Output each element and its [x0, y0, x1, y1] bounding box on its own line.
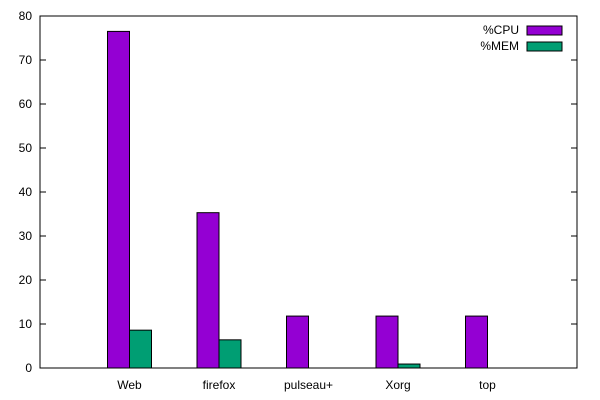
y-tick-label: 70 [19, 53, 33, 67]
x-axis: Web firefox pulseau+ Xorg top [117, 362, 496, 392]
x-tick-label: Xorg [385, 378, 410, 392]
bars [107, 30, 488, 369]
y-tick-label: 60 [19, 97, 33, 111]
bar-mem-1 [218, 339, 242, 369]
bar-cpu-1 [196, 212, 220, 369]
x-tick-label: pulseau+ [284, 378, 333, 392]
bar-cpu-2 [286, 315, 309, 369]
legend-swatch [526, 25, 563, 36]
x-tick-label: Web [117, 378, 142, 392]
y-tick-label: 20 [19, 273, 33, 287]
legend-label: %MEM [480, 39, 519, 53]
y-tick-label: 80 [19, 9, 33, 23]
bar-mem-3 [397, 363, 421, 369]
legend-label: %CPU [483, 23, 519, 37]
bar-cpu-3 [375, 315, 399, 369]
x-tick-label: firefox [203, 378, 236, 392]
bar-mem-0 [129, 329, 152, 369]
legend-swatch [526, 41, 563, 52]
y-tick-label: 40 [19, 185, 33, 199]
y-tick-label: 50 [19, 141, 33, 155]
y-tick-label: 0 [25, 361, 32, 375]
y-tick-label: 30 [19, 229, 33, 243]
bar-cpu-0 [107, 30, 130, 369]
x-tick-label: top [479, 378, 496, 392]
y-tick-label: 10 [19, 317, 33, 331]
legend: %CPU %MEM [480, 23, 563, 53]
bar-cpu-4 [465, 315, 488, 369]
y-axis: 0 10 20 30 40 50 60 70 80 [19, 9, 577, 375]
